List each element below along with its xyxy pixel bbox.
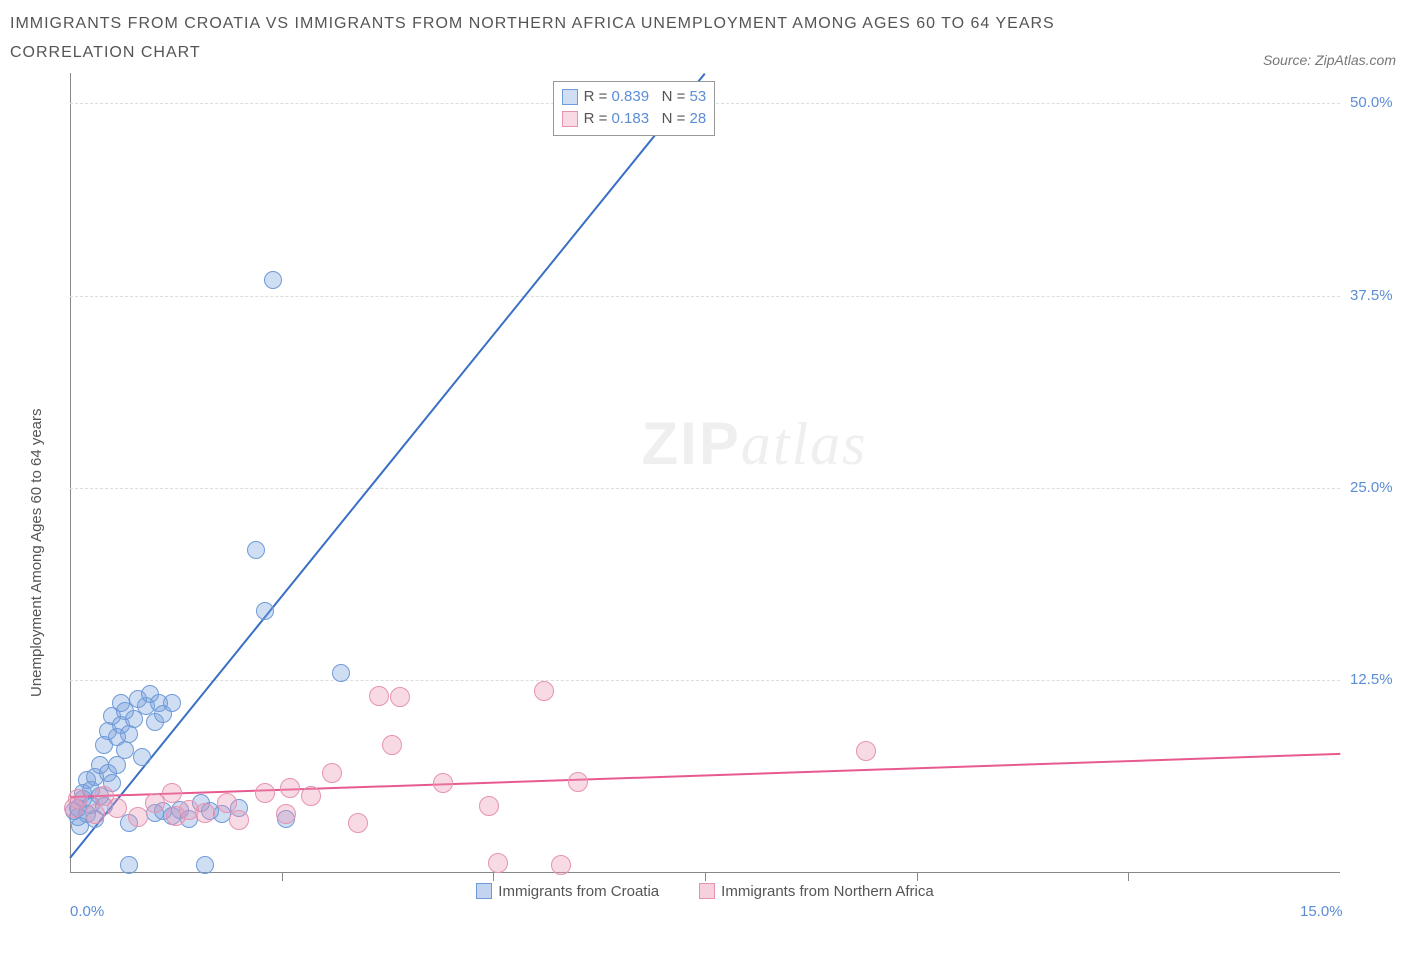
stats-text: R = 0.839 N = 53 <box>584 86 707 109</box>
chart-title-line2: CORRELATION CHART <box>10 39 1055 68</box>
y-axis-label: Unemployment Among Ages 60 to 64 years <box>28 408 45 697</box>
legend-item: Immigrants from Northern Africa <box>699 883 934 900</box>
y-tick-label: 50.0% <box>1350 94 1393 111</box>
data-point <box>264 271 282 289</box>
data-point <box>195 803 215 823</box>
data-point <box>551 855 571 875</box>
data-point <box>163 694 181 712</box>
source-label: Source: ZipAtlas.com <box>1263 52 1396 68</box>
watermark: ZIPatlas <box>642 409 868 479</box>
data-point <box>301 786 321 806</box>
data-point <box>382 735 402 755</box>
legend-swatch <box>476 883 492 899</box>
gridline <box>70 296 1340 297</box>
data-point <box>348 813 368 833</box>
data-point <box>217 793 237 813</box>
data-point <box>479 796 499 816</box>
data-point <box>255 783 275 803</box>
data-point <box>488 853 508 873</box>
stats-row: R = 0.183 N = 28 <box>562 108 707 131</box>
y-tick-label: 12.5% <box>1350 671 1393 688</box>
data-point <box>568 772 588 792</box>
data-point <box>85 804 105 824</box>
legend-swatch <box>562 111 578 127</box>
plot-area: ZIPatlas 12.5%25.0%37.5%50.0%R = 0.839 N… <box>70 73 1340 873</box>
data-point <box>534 681 554 701</box>
data-point <box>120 725 138 743</box>
x-tick-mark <box>493 873 494 881</box>
y-tick-label: 25.0% <box>1350 479 1393 496</box>
legend-swatch <box>562 89 578 105</box>
x-tick-label-right: 15.0% <box>1300 903 1343 920</box>
legend-item: Immigrants from Croatia <box>476 883 659 900</box>
data-point <box>322 763 342 783</box>
data-point <box>162 783 182 803</box>
x-tick-mark <box>282 873 283 881</box>
x-tick-label-left: 0.0% <box>70 903 104 920</box>
stats-box: R = 0.839 N = 53R = 0.183 N = 28 <box>553 81 716 136</box>
data-point <box>116 741 134 759</box>
data-point <box>433 773 453 793</box>
data-point <box>280 778 300 798</box>
y-tick-label: 37.5% <box>1350 287 1393 304</box>
x-tick-mark <box>1128 873 1129 881</box>
gridline <box>70 488 1340 489</box>
x-tick-mark <box>705 873 706 881</box>
data-point <box>107 798 127 818</box>
gridline <box>70 680 1340 681</box>
legend-bottom: Immigrants from Croatia Immigrants from N… <box>70 883 1340 900</box>
legend-label: Immigrants from Croatia <box>498 883 659 900</box>
chart-title-line1: IMMIGRANTS FROM CROATIA VS IMMIGRANTS FR… <box>10 10 1055 39</box>
data-point <box>133 748 151 766</box>
data-point <box>276 804 296 824</box>
x-tick-mark <box>917 873 918 881</box>
chart-container: Unemployment Among Ages 60 to 64 years Z… <box>10 73 1396 943</box>
legend-swatch <box>699 883 715 899</box>
data-point <box>856 741 876 761</box>
stats-row: R = 0.839 N = 53 <box>562 86 707 109</box>
y-axis-line <box>70 73 71 873</box>
data-point <box>256 602 274 620</box>
stats-text: R = 0.183 N = 28 <box>584 108 707 131</box>
data-point <box>247 541 265 559</box>
data-point <box>120 856 138 874</box>
data-point <box>108 756 126 774</box>
data-point <box>229 810 249 830</box>
data-point <box>128 807 148 827</box>
data-point <box>68 789 88 809</box>
watermark-zip: ZIP <box>642 410 741 477</box>
watermark-atlas: atlas <box>741 411 868 477</box>
data-point <box>369 686 389 706</box>
data-point <box>332 664 350 682</box>
data-point <box>196 856 214 874</box>
legend-label: Immigrants from Northern Africa <box>721 883 934 900</box>
data-point <box>390 687 410 707</box>
